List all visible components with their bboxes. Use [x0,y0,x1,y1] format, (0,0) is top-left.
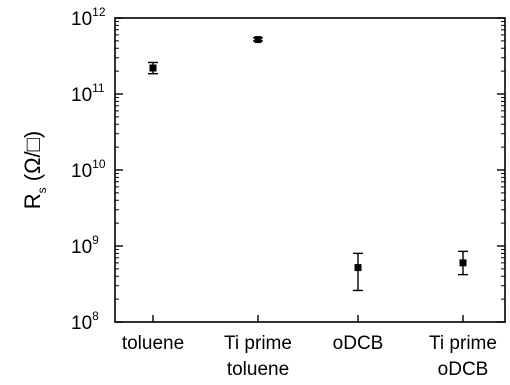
x-tick-label: oDCB [333,333,384,354]
x-tick-label: toluene [227,359,289,380]
x-tick-label: oDCB [438,359,489,380]
data-point [254,36,262,44]
data-point [149,64,157,72]
y-axis-label: Rs (Ω/□) [20,131,49,210]
y-tick-label: 1011 [71,81,105,106]
data-point [354,264,362,272]
plot-frame [114,17,506,323]
y-tick-label: 109 [71,233,99,258]
x-tick-label: Ti prime [429,333,497,354]
data-point [459,259,467,267]
x-tick-label: toluene [122,333,184,354]
y-tick-label: 108 [71,309,99,334]
x-tick-label: Ti prime [224,333,292,354]
y-tick-label: 1012 [71,5,106,30]
y-tick-label: 1010 [71,157,106,182]
